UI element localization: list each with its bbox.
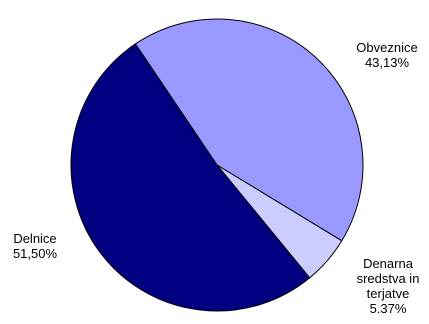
slice-label-delnice: Delnice 51,50% bbox=[0, 231, 70, 261]
slice-value-obveznice: 43,13% bbox=[364, 55, 410, 70]
slice-name-line-3: terjatve bbox=[366, 286, 410, 301]
pie-slices bbox=[70, 18, 364, 312]
slice-name-obveznice: Obveznice bbox=[356, 40, 418, 55]
pie-slice-delnice bbox=[70, 43, 311, 312]
slice-value-denarna-sredstva: 5.37% bbox=[369, 301, 407, 316]
slice-name-delnice: Delnice bbox=[13, 231, 57, 246]
slice-label-obveznice: Obveznice 43,13% bbox=[347, 40, 427, 70]
pie-slice-obveznice bbox=[134, 18, 364, 242]
slice-name-line-1: Denarna bbox=[363, 256, 413, 271]
slice-label-denarna-sredstva: Denarna sredstva in terjatve 5.37% bbox=[348, 256, 428, 316]
slice-name-line-2: sredstva in bbox=[356, 271, 420, 286]
slice-value-delnice: 51,50% bbox=[12, 246, 58, 261]
